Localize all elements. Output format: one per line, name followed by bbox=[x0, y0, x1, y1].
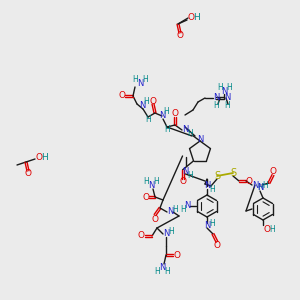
Text: H: H bbox=[209, 184, 215, 194]
Text: H: H bbox=[163, 107, 169, 116]
Text: H: H bbox=[213, 100, 219, 109]
Text: N: N bbox=[137, 80, 143, 88]
Text: O: O bbox=[245, 176, 253, 185]
Text: N: N bbox=[204, 221, 210, 230]
Text: H: H bbox=[188, 170, 194, 179]
Text: H: H bbox=[164, 125, 170, 134]
Text: H: H bbox=[153, 176, 159, 185]
Text: H: H bbox=[143, 176, 149, 185]
Text: H: H bbox=[217, 82, 223, 91]
Text: O: O bbox=[149, 97, 157, 106]
Text: S: S bbox=[214, 171, 220, 181]
Text: O: O bbox=[188, 14, 194, 22]
Text: H: H bbox=[172, 205, 178, 214]
Text: H: H bbox=[226, 82, 232, 91]
Text: O: O bbox=[152, 214, 158, 224]
Text: H: H bbox=[269, 224, 275, 233]
Text: H: H bbox=[154, 266, 160, 275]
Text: O: O bbox=[172, 110, 178, 118]
Text: H: H bbox=[145, 116, 151, 124]
Text: H: H bbox=[193, 14, 200, 22]
Text: N: N bbox=[213, 94, 219, 103]
Text: O: O bbox=[214, 241, 220, 250]
Text: N: N bbox=[182, 167, 189, 176]
Text: N: N bbox=[167, 208, 173, 217]
Text: H: H bbox=[143, 98, 149, 106]
Text: O: O bbox=[179, 177, 186, 186]
Text: H: H bbox=[209, 218, 215, 227]
Text: O: O bbox=[35, 154, 43, 163]
Text: H: H bbox=[132, 76, 138, 85]
Text: N: N bbox=[197, 134, 203, 143]
Text: N: N bbox=[163, 230, 169, 238]
Text: N: N bbox=[159, 112, 165, 121]
Text: N: N bbox=[139, 101, 145, 110]
Text: O: O bbox=[142, 193, 149, 202]
Text: N: N bbox=[184, 202, 190, 211]
Text: S: S bbox=[230, 168, 236, 178]
Text: H: H bbox=[164, 266, 170, 275]
Text: N: N bbox=[204, 182, 210, 190]
Text: H: H bbox=[262, 181, 268, 190]
Text: H: H bbox=[257, 184, 263, 193]
Text: N: N bbox=[224, 94, 230, 103]
Text: O: O bbox=[176, 32, 184, 40]
Text: N: N bbox=[159, 262, 165, 272]
Text: O: O bbox=[269, 167, 277, 176]
Text: N: N bbox=[148, 181, 154, 190]
Text: N: N bbox=[221, 86, 227, 95]
Text: H: H bbox=[142, 76, 148, 85]
Text: O: O bbox=[263, 224, 271, 233]
Text: H: H bbox=[168, 226, 174, 236]
Text: N: N bbox=[252, 181, 258, 190]
Text: H: H bbox=[40, 154, 47, 163]
Text: O: O bbox=[118, 92, 125, 100]
Text: N: N bbox=[182, 125, 188, 134]
Text: H: H bbox=[187, 128, 193, 137]
Text: N: N bbox=[257, 184, 263, 193]
Text: H: H bbox=[224, 100, 230, 109]
Text: H: H bbox=[180, 206, 186, 214]
Text: O: O bbox=[137, 232, 145, 241]
Text: O: O bbox=[25, 169, 32, 178]
Text: O: O bbox=[173, 250, 181, 260]
